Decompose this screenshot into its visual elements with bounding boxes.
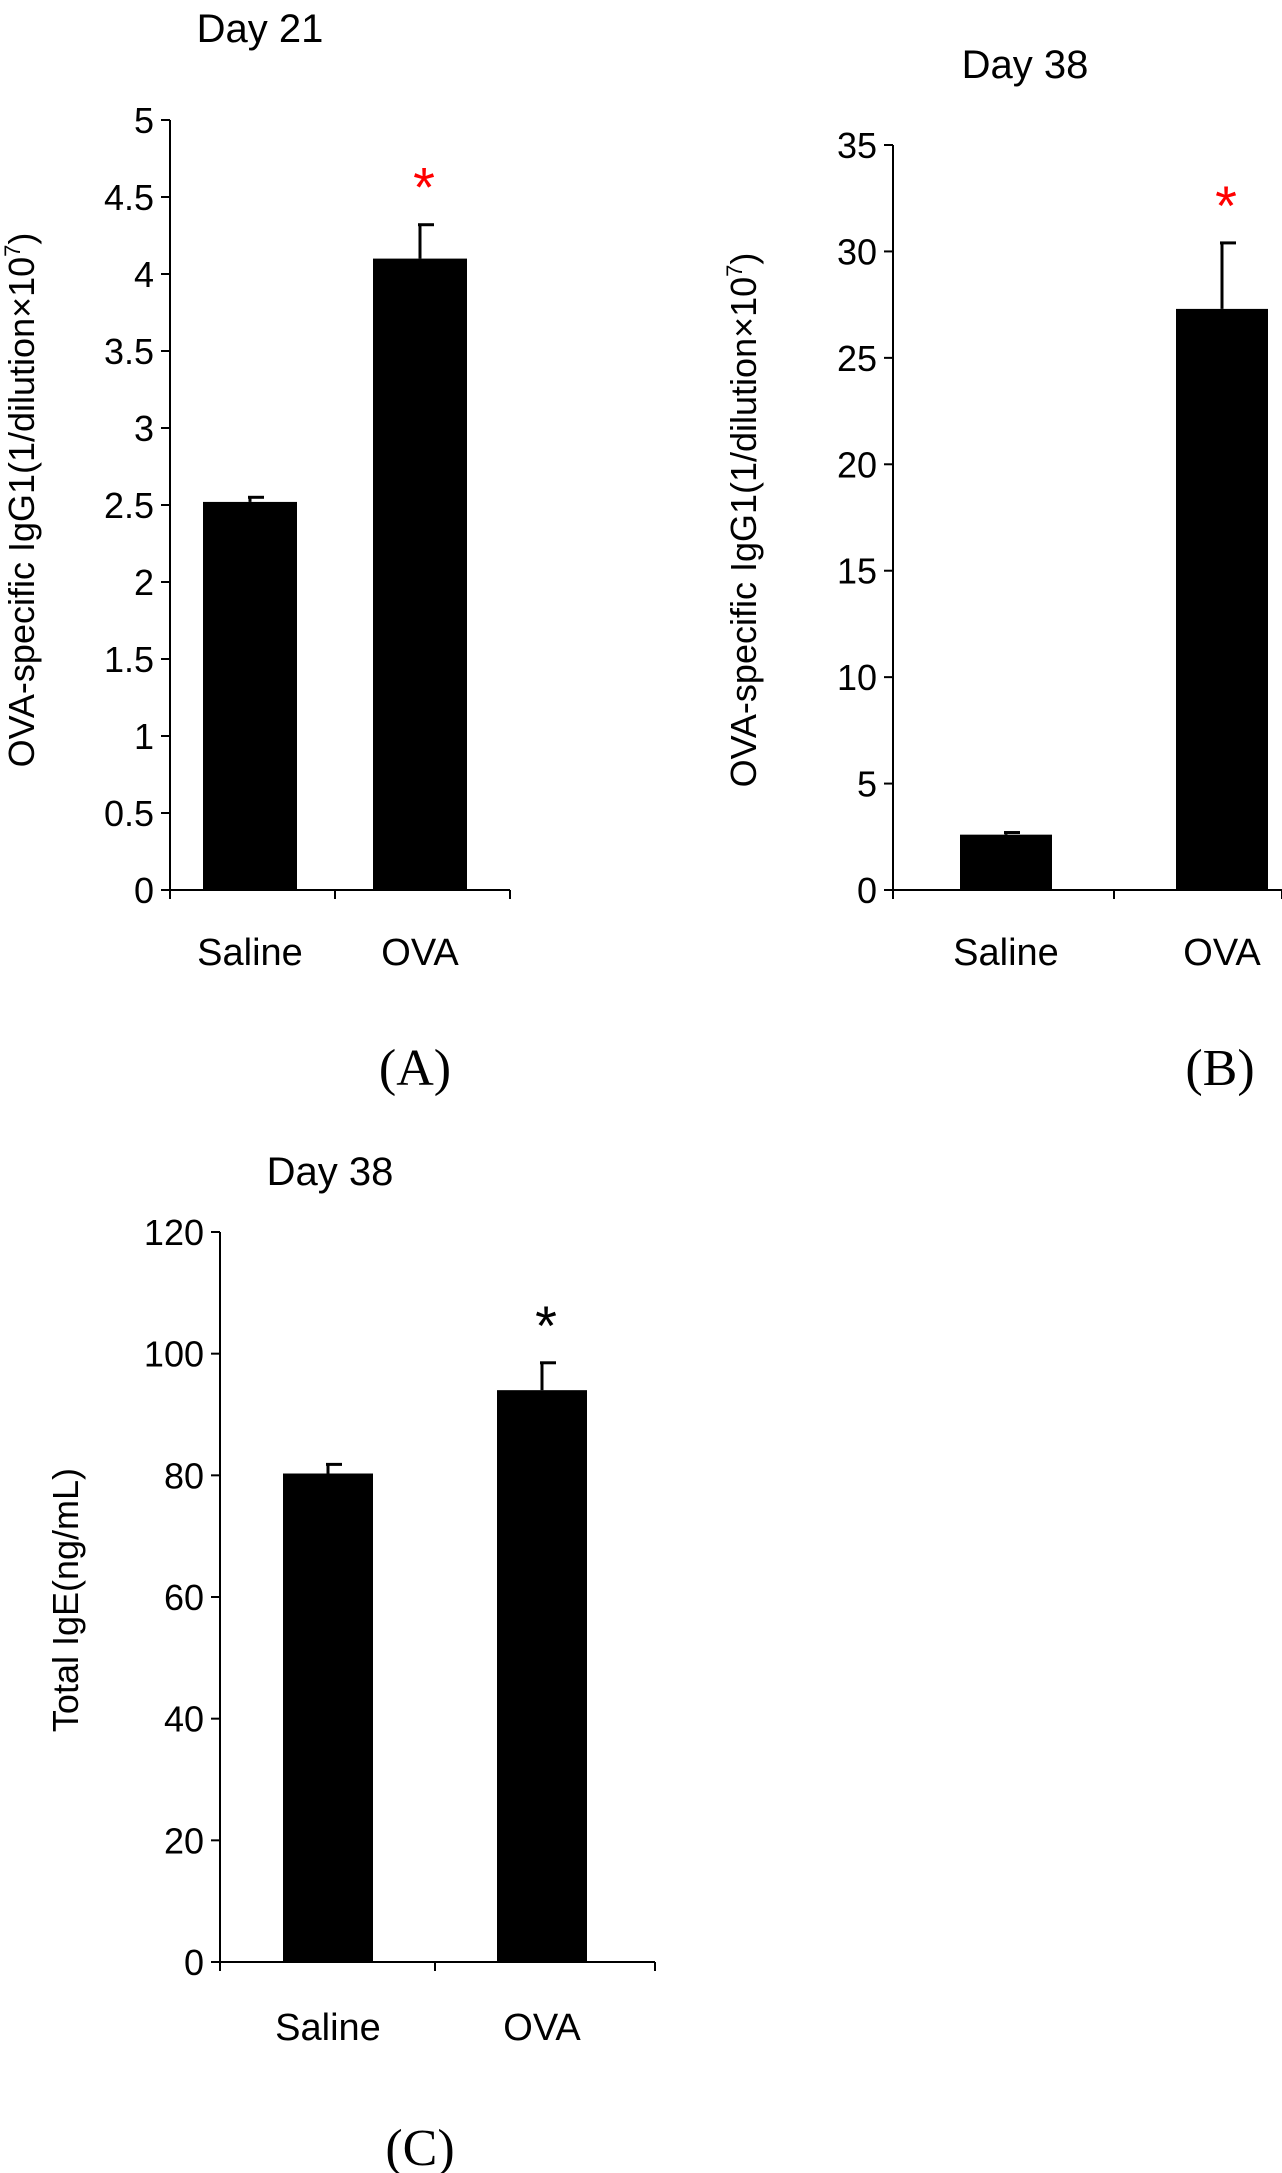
chart-b-ylabel-sup: 7 <box>722 265 747 277</box>
chart-b-ylabel-main: OVA-specific IgG1(1/dilution×10 <box>723 277 764 788</box>
chart-b-title: Day 38 <box>962 43 1089 87</box>
chart-a-ytick-label: 1 <box>134 716 154 757</box>
chart-b-ytick-label: 25 <box>837 338 877 379</box>
chart-a-ytick-label: 2.5 <box>104 485 154 526</box>
chart-b-category-label: OVA <box>1183 932 1261 974</box>
chart-b-ylabel-close: ) <box>723 253 764 265</box>
chart-c-ylabel-main: Total IgE(ng/mL) <box>45 1468 86 1732</box>
chart-b-category-label: Saline <box>953 932 1059 974</box>
chart-c-ytick-label: 80 <box>164 1455 204 1496</box>
chart-b-ylabel: OVA-specific IgG1(1/dilution×107) <box>722 253 764 788</box>
chart-a-ytick-label: 1.5 <box>104 639 154 680</box>
chart-a: Day 21 OVA-specific IgG1(1/dilution×107)… <box>0 7 511 1097</box>
chart-c-bar-ova <box>497 1390 587 1962</box>
chart-c-significance-marker: * <box>535 1294 557 1357</box>
chart-a-ytick-label: 4 <box>134 254 154 295</box>
chart-a-title: Day 21 <box>197 7 324 51</box>
chart-b-panel-label: (B) <box>1185 1040 1254 1097</box>
chart-b-ytick-label: 35 <box>837 125 877 166</box>
chart-a-bar-saline <box>203 501 297 890</box>
chart-b-ytick-label: 0 <box>857 870 877 911</box>
chart-c-category-label: OVA <box>503 2007 581 2049</box>
chart-a-significance-marker: * <box>413 156 435 219</box>
chart-a-ytick-label: 3.5 <box>104 331 154 372</box>
chart-a-panel-label: (A) <box>379 1040 451 1097</box>
chart-b-significance-marker: * <box>1215 174 1237 237</box>
chart-b-ytick-label: 10 <box>837 657 877 698</box>
chart-c-ytick-label: 100 <box>144 1334 204 1375</box>
chart-b-ytick-label: 15 <box>837 551 877 592</box>
chart-c-ytick-label: 60 <box>164 1577 204 1618</box>
chart-c-category-label: Saline <box>275 2007 381 2049</box>
chart-c-ytick-label: 40 <box>164 1699 204 1740</box>
chart-c-ytick-label: 20 <box>164 1820 204 1861</box>
chart-b-bar-ova <box>1176 308 1268 890</box>
chart-c-panel-label: (C) <box>385 2120 454 2173</box>
chart-a-ylabel-close: ) <box>1 233 42 245</box>
chart-a-category-label: OVA <box>381 932 459 974</box>
chart-a-ytick-label: 3 <box>134 408 154 449</box>
chart-a-ytick-label: 5 <box>134 100 154 141</box>
chart-a-ylabel-sup: 7 <box>0 245 25 257</box>
chart-b-ytick-label: 20 <box>837 444 877 485</box>
chart-b-ytick-label: 5 <box>857 764 877 805</box>
chart-c-ytick-label: 0 <box>184 1942 204 1983</box>
chart-a-ytick-label: 0 <box>134 870 154 911</box>
chart-c-ytick-label: 120 <box>144 1212 204 1253</box>
chart-c: Day 38 Total IgE(ng/mL) (C) 0 20 40 60 80 100… <box>45 1150 656 2173</box>
chart-c-ylabel: Total IgE(ng/mL) <box>45 1468 86 1732</box>
chart-a-bar-ova <box>373 258 467 891</box>
chart-a-ylabel-main: OVA-specific IgG1(1/dilution×10 <box>1 257 42 768</box>
chart-b-bar-saline <box>960 834 1052 890</box>
chart-a-ytick-label: 4.5 <box>104 177 154 218</box>
chart-a-ytick-label: 2 <box>134 562 154 603</box>
chart-a-category-label: Saline <box>197 932 303 974</box>
chart-c-title: Day 38 <box>267 1150 394 1194</box>
chart-b: Day 38 OVA-specific IgG1(1/dilution×107)… <box>722 43 1282 1097</box>
chart-a-ytick-label: 0.5 <box>104 793 154 834</box>
chart-b-ytick-label: 30 <box>837 231 877 272</box>
chart-c-bar-saline <box>283 1473 373 1962</box>
chart-a-ylabel: OVA-specific IgG1(1/dilution×107) <box>0 233 42 768</box>
